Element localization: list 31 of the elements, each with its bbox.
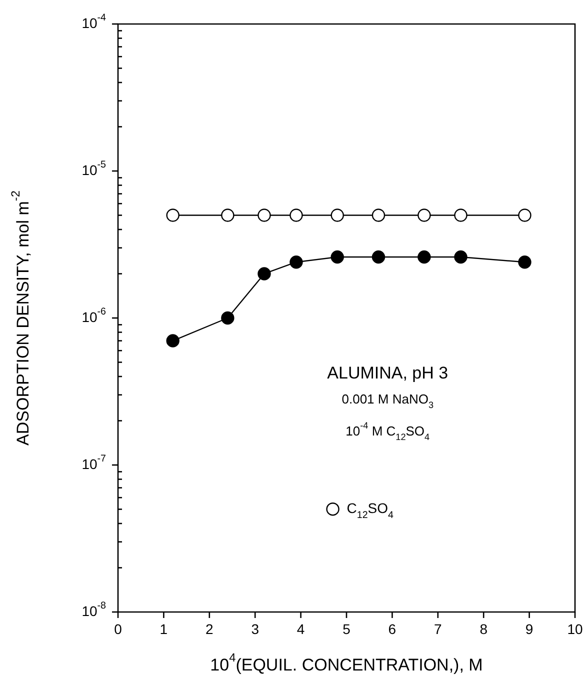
x-tick-label: 7 [434, 620, 442, 637]
point [290, 256, 303, 269]
point [258, 267, 271, 280]
point [330, 208, 344, 222]
x-tick-label: 2 [206, 620, 214, 637]
point [418, 208, 431, 222]
x-tick-label: 3 [251, 620, 260, 637]
point [166, 334, 180, 348]
x-tick-label: 6 [388, 620, 396, 637]
x-tick-label: 10 [567, 620, 583, 637]
point [454, 250, 468, 264]
point [518, 208, 532, 222]
point [418, 250, 431, 264]
point [372, 250, 386, 264]
point [290, 208, 303, 222]
point [258, 208, 271, 222]
x-tick-label: 5 [342, 620, 351, 637]
point [518, 256, 532, 269]
point [372, 208, 386, 222]
x-tick-label: 8 [480, 620, 488, 637]
point [166, 208, 180, 222]
point [454, 208, 468, 222]
annotation: ALUMINA, pH 3 [327, 364, 448, 383]
point [221, 311, 234, 325]
x-tick-label: 4 [296, 620, 305, 637]
x-tick-label: 1 [160, 620, 168, 637]
point [330, 250, 344, 264]
y-axis-title: ADSORPTION DENSITY, mol m-2 [8, 190, 33, 446]
x-tick-label: 0 [114, 620, 122, 637]
x-tick-label: 9 [525, 620, 534, 637]
point [221, 208, 234, 222]
